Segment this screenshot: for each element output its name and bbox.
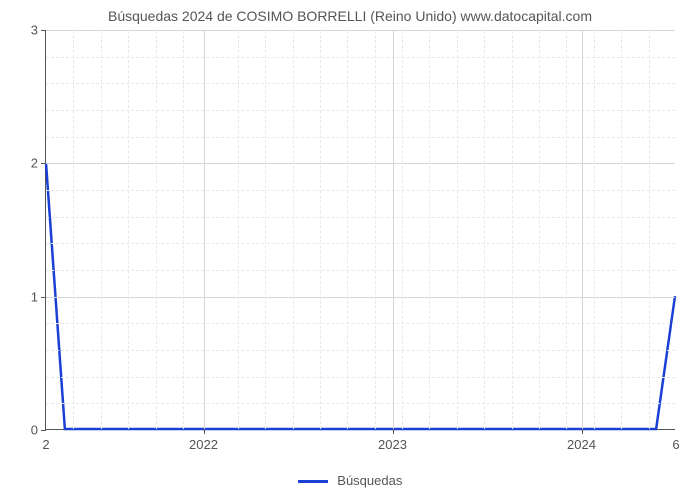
grid-line-v-minor (293, 30, 294, 429)
x-tick-label: 2022 (189, 437, 218, 452)
y-tick-label: 2 (31, 156, 38, 171)
y-tick-label: 0 (31, 423, 38, 438)
grid-line-v-minor (183, 30, 184, 429)
legend-swatch (298, 480, 328, 483)
x-tick-label: 2024 (567, 437, 596, 452)
grid-line-v-minor (594, 30, 595, 429)
x-tick-label: 2023 (378, 437, 407, 452)
grid-line-v-minor (347, 30, 348, 429)
y-tick-mark (41, 430, 46, 431)
legend: Búsquedas (0, 473, 700, 488)
grid-line-v-minor (128, 30, 129, 429)
chart-title: Búsquedas 2024 de COSIMO BORRELLI (Reino… (0, 8, 700, 24)
chart-container: Búsquedas 2024 de COSIMO BORRELLI (Reino… (0, 0, 700, 500)
x-tick-mark (582, 429, 583, 434)
grid-line-v-minor (512, 30, 513, 429)
y-tick-mark (41, 30, 46, 31)
y-tick-label: 3 (31, 23, 38, 38)
grid-line-v-major (582, 30, 583, 429)
y-tick-label: 1 (31, 289, 38, 304)
grid-line-v-minor (265, 30, 266, 429)
grid-line-v-minor (73, 30, 74, 429)
y-tick-mark (41, 163, 46, 164)
plot-area: 012320222023202426 (45, 30, 675, 430)
legend-label: Búsquedas (337, 473, 402, 488)
grid-line-v-major (204, 30, 205, 429)
grid-line-v-minor (457, 30, 458, 429)
grid-line-v-minor (429, 30, 430, 429)
grid-line-v-minor (402, 30, 403, 429)
x-tick-mark (393, 429, 394, 434)
y-tick-mark (41, 297, 46, 298)
grid-line-v-minor (539, 30, 540, 429)
x-secondary-left: 2 (42, 437, 49, 452)
grid-line-v-minor (484, 30, 485, 429)
grid-line-v-minor (156, 30, 157, 429)
grid-line-v-minor (238, 30, 239, 429)
grid-line-v-minor (566, 30, 567, 429)
x-tick-mark (204, 429, 205, 434)
grid-line-v-major (393, 30, 394, 429)
grid-line-v-minor (101, 30, 102, 429)
x-secondary-right: 6 (672, 437, 679, 452)
grid-line-v-minor (621, 30, 622, 429)
grid-line-v-minor (375, 30, 376, 429)
grid-line-v-minor (649, 30, 650, 429)
grid-line-v-minor (320, 30, 321, 429)
